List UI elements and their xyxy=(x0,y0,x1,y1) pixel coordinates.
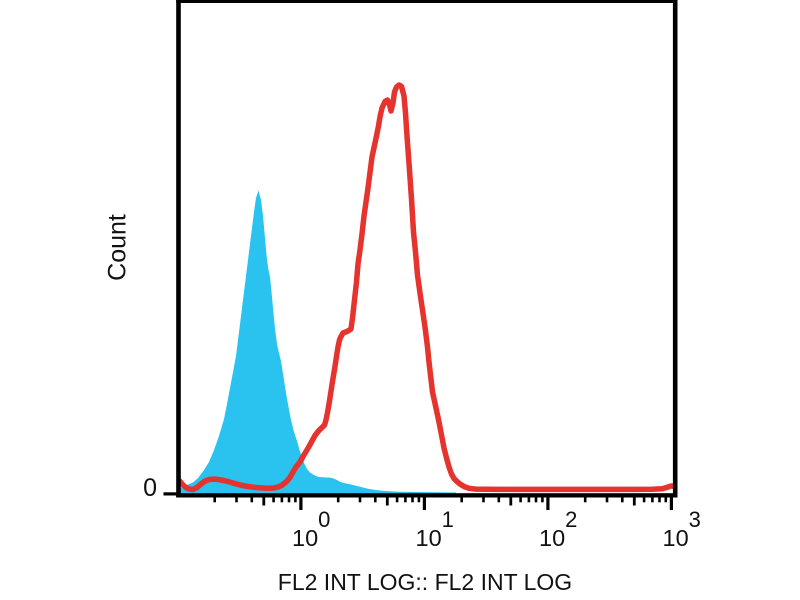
svg-text:103: 103 xyxy=(663,507,701,551)
svg-text:0: 0 xyxy=(143,474,157,502)
svg-text:100: 100 xyxy=(292,507,330,551)
svg-text:FL2 INT LOG:: FL2 INT LOG: FL2 INT LOG:: FL2 INT LOG xyxy=(278,569,572,595)
svg-text:101: 101 xyxy=(416,507,454,551)
svg-text:102: 102 xyxy=(539,507,577,551)
svg-text:Count: Count xyxy=(104,214,132,281)
